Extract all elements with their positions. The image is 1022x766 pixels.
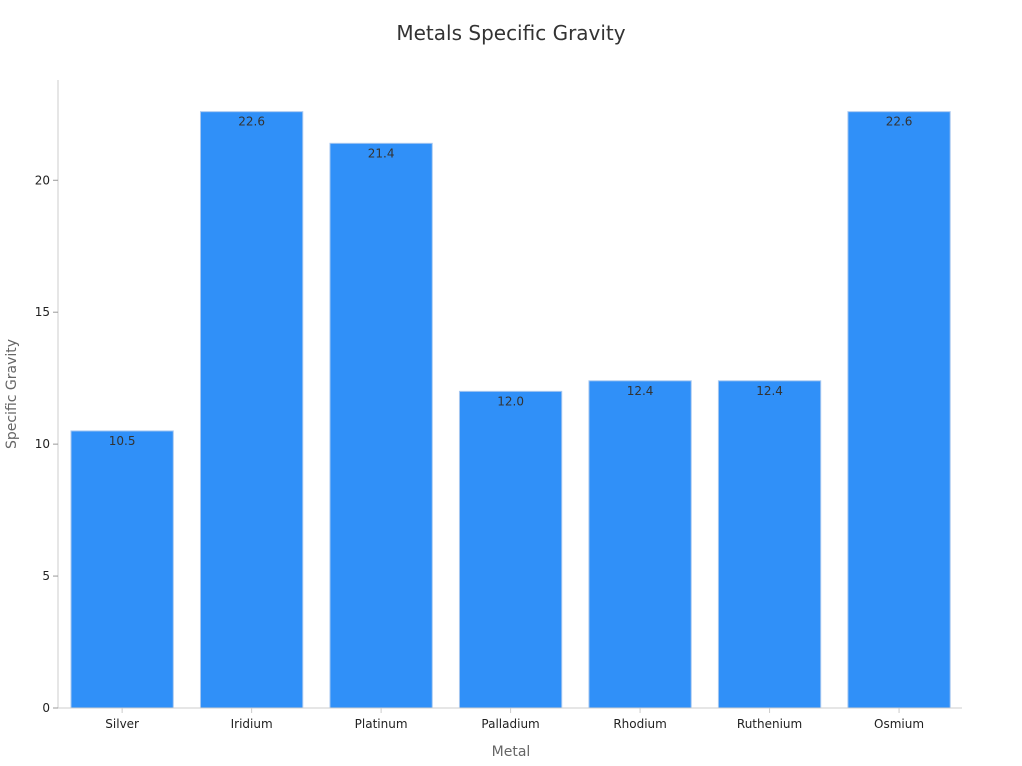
bar-silver [70, 430, 174, 709]
x-tick-label-iridium: Iridium [231, 717, 273, 731]
y-tick-label: 5 [42, 569, 50, 583]
data-label-platinum: 21.4 [368, 146, 395, 160]
bar-ruthenium [717, 380, 822, 709]
data-label-silver: 10.5 [109, 434, 136, 448]
x-tick-label-silver: Silver [105, 717, 139, 731]
bar-iridium [199, 111, 304, 709]
data-labels-group: 10.5 22.6 21.4 12.0 12.4 12.4 22.6 [109, 115, 913, 448]
bar-rhodium [588, 380, 692, 709]
bar-palladium [458, 390, 563, 709]
x-tick-label-rhodium: Rhodium [613, 717, 667, 731]
bars-group [70, 111, 951, 709]
y-tick-label: 15 [35, 305, 50, 319]
bar-osmium [847, 111, 951, 709]
x-tick-label-ruthenium: Ruthenium [737, 717, 802, 731]
x-tick-label-palladium: Palladium [481, 717, 539, 731]
bar-platinum [329, 142, 433, 709]
y-tick-label: 10 [35, 437, 50, 451]
y-axis-title: Specific Gravity [4, 339, 20, 449]
x-axis-title: Metal [492, 744, 531, 760]
y-tick-label: 0 [42, 701, 50, 715]
data-label-ruthenium: 12.4 [756, 384, 783, 398]
y-tick-label: 20 [35, 173, 50, 187]
x-tick-label-platinum: Platinum [355, 717, 408, 731]
data-label-palladium: 12.0 [497, 394, 524, 408]
data-label-osmium: 22.6 [886, 115, 913, 129]
data-label-iridium: 22.6 [238, 115, 265, 129]
x-axis-ticks: Silver Iridium Platinum Palladium Rhodium Rut… [105, 708, 924, 731]
data-label-rhodium: 12.4 [627, 384, 654, 398]
x-tick-label-osmium: Osmium [874, 717, 924, 731]
chart-title: Metals Specific Gravity [396, 21, 625, 45]
y-axis-ticks: 0 5 10 15 20 [35, 173, 58, 715]
